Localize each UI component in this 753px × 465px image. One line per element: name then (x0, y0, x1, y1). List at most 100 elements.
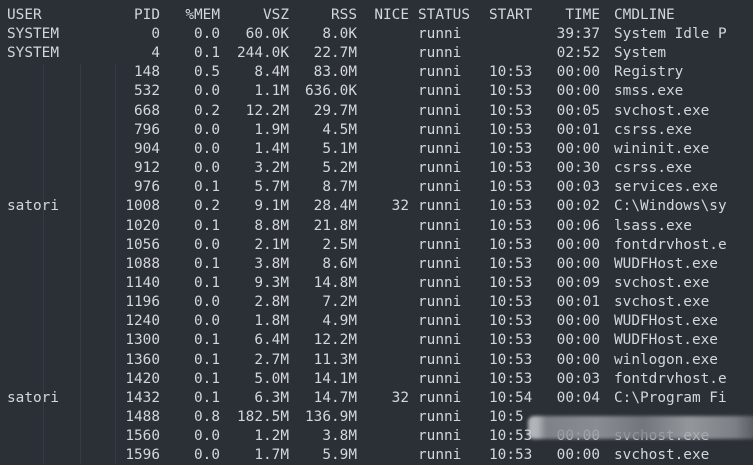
cell-mem: 0.0 (194, 26, 220, 42)
cell-status: runni (418, 160, 462, 177)
cell-start: 10:53 (489, 83, 533, 100)
cell-rss: 21.8M (313, 217, 357, 234)
cell-pid: 1300 (125, 332, 160, 349)
cell-pid: 1140 (125, 274, 160, 291)
header-rss: RSS (331, 7, 357, 23)
column-guide (80, 64, 81, 464)
cell-pid: 1560 (125, 428, 160, 445)
table-row: 1056 0.0 2.1M 2.5M runni 10:53 00:00 fontdrvhos… (0, 236, 753, 255)
cell-cmd: wininit.exe (614, 140, 710, 157)
cell-mem: 0.2 (194, 102, 220, 119)
cell-pid: 1088 (125, 255, 160, 272)
table-row: 1140 0.1 9.3M 14.8M runni 10:53 00:09 svchost.e… (0, 274, 753, 293)
cell-pid: 1056 (125, 236, 160, 253)
cell-status: runni (418, 351, 462, 368)
cell-time: 00:03 (556, 370, 600, 387)
cell-time: 00:03 (556, 179, 600, 196)
cell-status: runni (418, 274, 462, 291)
cell-vsz: 5.0M (254, 370, 289, 387)
cell-time: 00:05 (556, 102, 600, 119)
table-row: 1420 0.1 5.0M 14.1M runni 10:53 00:03 fontdrvho… (0, 370, 753, 389)
cell-mem: 0.0 (194, 294, 220, 311)
cell-time: 00:01 (556, 294, 600, 311)
cell-user: satori (7, 198, 59, 215)
table-row: SYSTEM 0 0.0 60.0K 8.0K runni 39:37 System Idle… (0, 25, 753, 44)
cell-pid: 1596 (125, 447, 160, 464)
cell-time: 00:30 (556, 160, 600, 177)
cell-time: 00:00 (556, 255, 600, 272)
cell-mem: 0.0 (194, 121, 220, 138)
cell-status: runni (418, 64, 462, 81)
cell-start: 10:53 (489, 160, 533, 177)
cell-time: 00:00 (556, 83, 600, 100)
cell-rss: 4.5M (322, 121, 357, 138)
cell-vsz: 1.8M (254, 313, 289, 330)
cell-pid: 1020 (125, 217, 160, 234)
header-mem: %MEM (185, 7, 220, 23)
cell-start: 10:53 (489, 255, 533, 272)
cell-status: runni (418, 294, 462, 311)
cell-cmd: System Idle P (614, 26, 727, 42)
cell-start: 10:53 (489, 332, 533, 349)
cell-mem: 0.8 (194, 409, 220, 425)
cell-vsz: 3.2M (254, 160, 289, 177)
table-row: 148 0.5 8.4M 83.0M runni 10:53 00:00 Registry (0, 63, 753, 82)
cell-pid: 1488 (125, 409, 160, 425)
cell-vsz: 8.4M (254, 64, 289, 81)
header-vsz: VSZ (263, 7, 289, 23)
cell-vsz: 6.4M (254, 332, 289, 349)
cell-start: 10:53 (489, 198, 533, 215)
cell-cmd: svchost.exe (614, 274, 710, 291)
table-row: 1300 0.1 6.4M 12.2M runni 10:53 00:00 WUDFHost.… (0, 331, 753, 350)
table-row: 1088 0.1 3.8M 8.6M runni 10:53 00:00 WUDFHost.e… (0, 255, 753, 274)
table-row: 976 0.1 5.7M 8.7M runni 10:53 00:03 services.ex… (0, 178, 753, 197)
cell-start: 10:53 (489, 217, 533, 234)
cell-start: 10:53 (489, 370, 533, 387)
cell-rss: 636.0K (305, 83, 357, 100)
cell-vsz: 244.0K (237, 45, 289, 62)
cell-cmd: System (614, 45, 666, 62)
cell-vsz: 60.0K (245, 26, 289, 42)
cell-rss: 8.7M (322, 179, 357, 196)
cell-cmd: services.exe (614, 179, 718, 196)
cell-rss: 7.2M (322, 294, 357, 311)
cell-cmd: svchost.exe (614, 102, 710, 119)
cell-vsz: 9.3M (254, 274, 289, 291)
cell-pid: 976 (134, 179, 160, 196)
table-row: 1596 0.0 1.7M 5.9M runni 10:53 00:00 svchost.ex… (0, 446, 753, 465)
cell-vsz: 1.9M (254, 121, 289, 138)
cell-pid: 4 (151, 45, 160, 62)
cell-user: SYSTEM (7, 45, 59, 62)
cell-rss: 28.4M (313, 198, 357, 215)
cell-rss: 5.2M (322, 160, 357, 177)
cell-status: runni (418, 45, 462, 62)
cell-vsz: 5.7M (254, 179, 289, 196)
cell-rss: 8.0K (322, 26, 357, 42)
cell-cmd: WUDFHost.exe (614, 313, 718, 330)
table-row: 796 0.0 1.9M 4.5M runni 10:53 00:01 csrss.exe (0, 121, 753, 140)
cell-mem: 0.5 (194, 64, 220, 81)
cell-mem: 0.0 (194, 140, 220, 157)
cell-cmd: WUDFHost.exe (614, 332, 718, 349)
cell-time: 00:00 (556, 313, 600, 330)
cell-vsz: 12.2M (245, 102, 289, 119)
cell-cmd: winlogon.exe (614, 351, 718, 368)
cell-time: 00:00 (556, 351, 600, 368)
header-pid: PID (134, 7, 160, 23)
cell-cmd: WUDFHost.exe (614, 255, 718, 272)
cell-rss: 3.8M (322, 428, 357, 445)
cell-vsz: 2.1M (254, 236, 289, 253)
header-row: USER PID %MEM VSZ RSS NICE STATUS START … (0, 6, 753, 25)
cell-nice: 32 (391, 198, 409, 215)
cell-status: runni (418, 447, 462, 464)
cell-start: 10:53 (489, 274, 533, 291)
cell-mem: 0.1 (194, 255, 220, 272)
cell-cmd: C:\Windows\sy (614, 198, 727, 215)
cell-mem: 0.1 (194, 389, 220, 406)
cell-nice: 32 (391, 389, 409, 406)
cell-status: runni (418, 179, 462, 196)
table-row: 668 0.2 12.2M 29.7M runni 10:53 00:05 svchost.e… (0, 102, 753, 121)
cell-vsz: 8.8M (254, 217, 289, 234)
cell-pid: 796 (134, 121, 160, 138)
cell-rss: 2.5M (322, 236, 357, 253)
